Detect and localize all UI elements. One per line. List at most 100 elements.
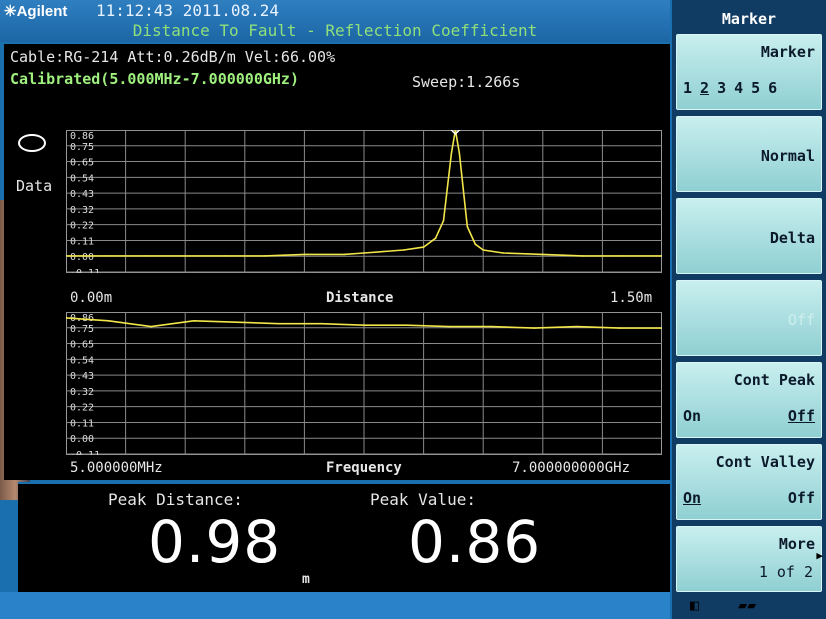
trace-point [66, 317, 67, 319]
y-tick-label: 0.54 [70, 173, 94, 184]
off-key[interactable]: Off [676, 280, 822, 356]
trace-point [104, 255, 107, 257]
status-icons: ◧ ▰▰ [690, 596, 756, 614]
trace-point [405, 324, 408, 326]
cable-info: Cable:RG-214 Att:0.26dB/m Vel:66.00% [10, 48, 336, 66]
y-tick-label: 0.43 [70, 371, 94, 382]
trace-point [150, 325, 152, 328]
off-key-label: Off [787, 311, 815, 329]
y-tick-label: -0.11 [70, 450, 100, 455]
trace-point [383, 250, 385, 253]
marker-number-1[interactable]: 1 [683, 79, 693, 97]
trace-point [320, 322, 323, 325]
marker-readout-panel [18, 482, 670, 592]
more-key[interactable]: More 1 of 2 ▶ [676, 526, 823, 592]
agilent-logo: ✳Agilent [4, 3, 68, 20]
trace-point [448, 325, 450, 328]
trace-point [184, 255, 186, 257]
peak-value-value: 0.86 [408, 508, 542, 576]
y-tick-label: 0.22 [70, 403, 94, 414]
frequency-axis-label: Frequency [326, 460, 402, 476]
trace-point [235, 321, 238, 324]
marker-diamond-icon[interactable] [450, 130, 461, 136]
frequency-start-label: 5.000000MHz [70, 460, 163, 476]
y-tick-label: 0.11 [70, 418, 94, 429]
trace-point [458, 152, 461, 155]
trace-point [192, 319, 195, 322]
trace-point [581, 255, 584, 257]
cont-peak-label: Cont Peak [733, 371, 815, 389]
more-label: More [778, 535, 815, 553]
trace-point [278, 322, 280, 325]
trace-point [466, 225, 469, 228]
trace-data-label: Data [16, 177, 53, 195]
y-tick-label: 0.00 [70, 434, 94, 445]
trace-point [303, 253, 306, 256]
cont-valley-off: Off [787, 489, 815, 507]
trace-point [454, 130, 457, 131]
trace-point [363, 324, 365, 326]
cont-peak-on: On [683, 407, 702, 425]
trace-point [474, 243, 477, 245]
trace-point [621, 255, 624, 257]
trace-point [618, 327, 621, 329]
marker-key-label: Marker [760, 43, 815, 61]
title-bar [0, 0, 670, 42]
more-page: 1 of 2 [758, 563, 813, 581]
trace-point [434, 237, 437, 240]
trace-point [502, 252, 504, 254]
trace-point [442, 219, 445, 222]
y-tick-label: 0.65 [70, 158, 94, 169]
y-tick-label: 0.32 [70, 205, 94, 216]
trace-point [402, 249, 405, 251]
y-tick-label: 0.11 [70, 236, 94, 247]
distance-end-label: 1.50m [610, 290, 653, 306]
y-tick-label: 0.75 [70, 142, 94, 153]
y-tick-label: 0.22 [70, 221, 94, 232]
sweep-time: Sweep:1.266s [412, 73, 521, 91]
frequency-chart: 0.860.750.650.540.430.320.220.110.00-0.1… [66, 312, 662, 455]
y-tick-label: 0.54 [70, 355, 94, 366]
y-tick-label: -0.11 [70, 268, 100, 273]
peak-distance-label: Peak Distance: [108, 490, 243, 509]
trace-point [533, 327, 536, 329]
normal-key[interactable]: Normal [676, 116, 822, 192]
trace-point [363, 252, 365, 254]
y-tick-label: 0.65 [70, 340, 94, 351]
trace-point [576, 325, 578, 328]
trace-point [144, 255, 147, 257]
trace-point [422, 246, 425, 248]
marker-number-3[interactable]: 3 [717, 79, 727, 97]
peak-distance-value: 0.98 [148, 508, 282, 576]
arrow-right-icon: ▶ [816, 549, 823, 562]
marker-number-5[interactable]: 5 [751, 79, 761, 97]
trace-point [490, 325, 493, 328]
calibration-status: Calibrated(5.000MHz-7.000000GHz) [10, 70, 299, 88]
marker-number-2[interactable]: 2 [700, 79, 710, 97]
y-tick-label: 0.75 [70, 324, 94, 335]
delta-key[interactable]: Delta [676, 198, 822, 274]
marker-number-4[interactable]: 4 [734, 79, 744, 97]
trace-point [542, 253, 544, 256]
measurement-title: Distance To Fault - Reflection Coefficie… [132, 21, 538, 40]
trace-point [482, 249, 485, 251]
delta-key-label: Delta [769, 229, 815, 247]
y-tick-label: 0.00 [70, 252, 94, 263]
trace-point [263, 255, 266, 257]
trace-point [107, 319, 110, 322]
cont-valley-key[interactable]: Cont Valley On Off [676, 444, 822, 520]
trace-point [661, 327, 662, 329]
distance-chart: 0.860.75 0.65 0.54 0.43 0.32 0.22 0.11 0.00 -0.1… [66, 130, 662, 273]
peak-distance-unit: m [302, 572, 310, 587]
frequency-end-label: 7.000000000GHz [512, 460, 631, 476]
peak-value-label: Peak Value: [370, 490, 476, 509]
cont-valley-label: Cont Valley [715, 453, 815, 471]
trace-point [343, 253, 345, 256]
cont-valley-on: On [683, 489, 702, 507]
cont-peak-key[interactable]: Cont Peak On Off [676, 362, 822, 438]
trace-point [224, 255, 226, 257]
marker-number-6[interactable]: 6 [768, 79, 778, 97]
distance-start-label: 0.00m [70, 290, 113, 306]
